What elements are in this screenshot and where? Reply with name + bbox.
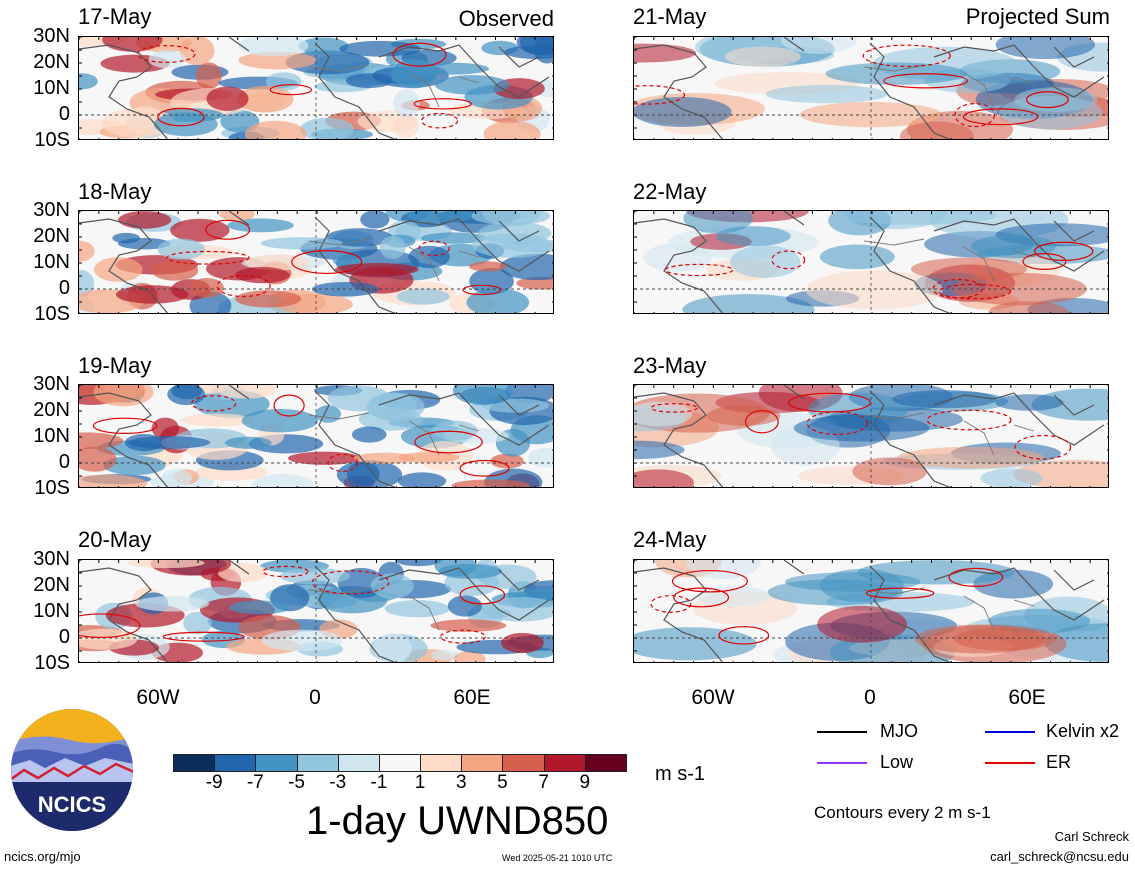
colorbar-cell: [584, 754, 627, 772]
colorbar-cell: [214, 754, 257, 772]
lat-label: 20N: [33, 399, 70, 421]
colorbar-tick-label: 5: [497, 772, 508, 793]
lat-label: 10S: [34, 652, 70, 674]
panel-date-proj-2: 22-May: [633, 179, 707, 204]
legend-label-low: Low: [880, 752, 914, 772]
colorbar-tick-label: 3: [455, 772, 467, 793]
colorbar-tick-label: -3: [329, 772, 347, 793]
map-panel-obs-2: [78, 210, 554, 314]
lat-label: 30N: [33, 373, 70, 395]
map-panel-proj-3: [633, 384, 1109, 488]
map-panel-proj-2: [633, 210, 1109, 314]
map-panel-obs-4: [78, 559, 554, 663]
colorbar-tick-label: 9: [579, 772, 591, 793]
colorbar-cell: [502, 754, 545, 772]
panel-tag-observed: Observed: [458, 6, 554, 31]
lat-label: 10S: [34, 303, 70, 325]
legend-line-er: [985, 762, 1035, 764]
colorbar-tick-label: 1: [414, 772, 426, 793]
footer-author: Carl Schreck: [1054, 829, 1129, 844]
map-panel-obs-1: [78, 36, 554, 140]
lat-label: 10S: [34, 477, 70, 499]
lat-label: 0: [58, 103, 70, 125]
contours-note: Contours every 2 m s-1: [814, 803, 991, 822]
lat-label: 0: [58, 626, 70, 648]
footer-email[interactable]: carl_schreck@ncsu.edu: [990, 849, 1129, 864]
legend-label-er: ER: [1046, 752, 1072, 772]
colorbar-tick-label: 7: [538, 772, 549, 793]
panel-tag-projected: Projected Sum: [965, 4, 1110, 29]
colorbar-cell: [296, 754, 339, 772]
colorbar: [173, 754, 627, 772]
colorbar-cell: [173, 754, 216, 772]
lon-label-60e-left: 60E: [453, 686, 491, 709]
panel-date-proj-1: 21-May: [633, 4, 707, 29]
lon-label-60w-right: 60W: [691, 686, 735, 709]
footer-timestamp: Wed 2025-05-21 1010 UTC: [502, 853, 613, 863]
colorbar-cell: [255, 754, 298, 772]
lat-label: 10S: [34, 129, 70, 151]
figure-title: 1-day UWND850: [306, 799, 609, 843]
ncics-logo: NCICS: [10, 708, 134, 832]
panel-date-obs-3: 19-May: [78, 353, 152, 378]
map-panel-proj-1: [633, 36, 1109, 140]
panel-date-obs-4: 20-May: [78, 527, 152, 552]
lat-label: 20N: [33, 574, 70, 596]
map-panel-proj-4: [633, 559, 1109, 663]
lat-label: 20N: [33, 225, 70, 247]
lat-label: 30N: [33, 199, 70, 221]
lat-label: 10N: [33, 77, 70, 99]
lon-label-0-left: 0: [309, 686, 321, 709]
panel-date-proj-4: 24-May: [633, 527, 707, 552]
colorbar-tick-label: -9: [205, 772, 223, 793]
panel-date-obs-1: 17-May: [78, 4, 152, 29]
colorbar-cell: [543, 754, 586, 772]
colorbar-cell: [461, 754, 504, 772]
legend-line-mjo: [817, 731, 867, 733]
colorbar-tick-label: -1: [370, 772, 388, 793]
lat-label: 30N: [33, 548, 70, 570]
lat-label: 0: [58, 277, 70, 299]
panel-date-proj-3: 23-May: [633, 353, 707, 378]
colorbar-tick-label: -7: [246, 772, 264, 793]
legend-label-kelvin: Kelvin x2: [1046, 721, 1120, 741]
lat-label: 0: [58, 451, 70, 473]
lat-label: 10N: [33, 600, 70, 622]
panel-date-obs-2: 18-May: [78, 179, 152, 204]
lat-label: 10N: [33, 251, 70, 273]
colorbar-cell: [420, 754, 463, 772]
lat-label: 30N: [33, 25, 70, 47]
legend-line-kelvin: [985, 731, 1035, 733]
colorbar-cell: [378, 754, 422, 772]
footer-site-link[interactable]: ncics.org/mjo: [4, 849, 81, 864]
lat-label: 20N: [33, 51, 70, 73]
legend-line-low: [817, 762, 867, 764]
lon-label-0-right: 0: [864, 686, 876, 709]
legend-label-mjo: MJO: [880, 721, 918, 741]
lon-label-60e-right: 60E: [1008, 686, 1046, 709]
map-panel-obs-3: [78, 384, 554, 488]
colorbar-units: m s-1: [655, 763, 705, 785]
lat-label: 10N: [33, 425, 70, 447]
logo-text: NCICS: [38, 792, 106, 817]
colorbar-tick-label: -5: [288, 772, 305, 793]
lon-label-60w-left: 60W: [136, 686, 180, 709]
colorbar-cell: [337, 754, 380, 772]
